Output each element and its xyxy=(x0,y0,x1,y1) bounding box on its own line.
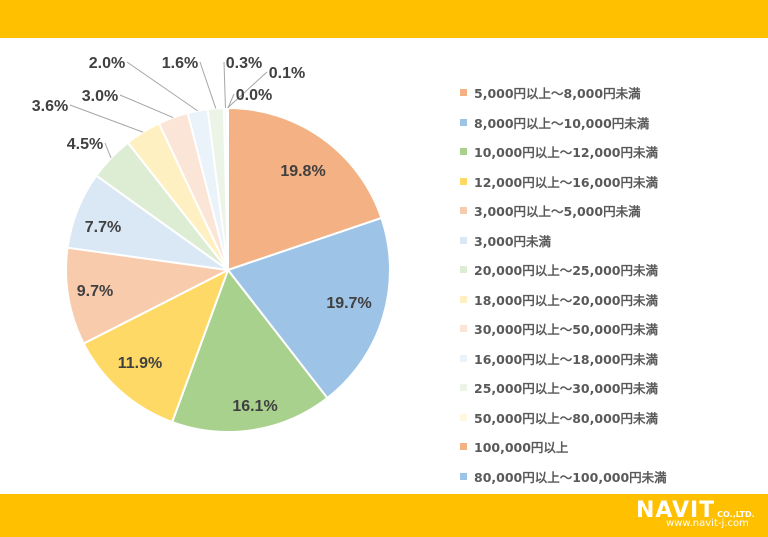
legend-label: 80,000円以上～100,000円未満 xyxy=(474,469,667,485)
leader-line xyxy=(199,61,217,109)
leader-line xyxy=(119,94,174,119)
legend-swatch xyxy=(460,89,467,97)
legend-label: 18,000円以上～20,000円未満 xyxy=(474,292,658,308)
legend-item: 25,000円以上～30,000円未満 xyxy=(460,373,667,403)
legend-swatch xyxy=(460,472,467,480)
top-banner xyxy=(0,0,768,38)
leader-line xyxy=(104,142,112,159)
pie-slice xyxy=(82,267,230,424)
data-label: 0.3% xyxy=(226,55,262,72)
legend-swatch xyxy=(460,207,467,215)
legend-swatch xyxy=(460,443,467,451)
leader-line xyxy=(223,61,226,109)
legend-label: 5,000円以上～8,000円未満 xyxy=(474,86,641,102)
logo-text: NAVIT xyxy=(636,498,716,523)
pie-slice xyxy=(226,216,391,400)
legend-label: 10,000円以上～12,000円未満 xyxy=(474,145,658,161)
legend-label: 100,000円以上 xyxy=(474,440,569,456)
legend-label: 30,000円以上～50,000円未満 xyxy=(474,322,658,338)
legend-item: 8,000円以上～10,000円未満 xyxy=(460,108,667,138)
legend-item: 18,000円以上～20,000円未満 xyxy=(460,285,667,315)
pie-slice xyxy=(170,267,329,433)
legend-label: 20,000円以上～25,000円未満 xyxy=(474,263,658,279)
data-label: 4.5% xyxy=(67,136,103,153)
legend-label: 3,000円以上～5,000円未満 xyxy=(474,204,641,220)
legend-swatch xyxy=(460,177,467,185)
legend-label: 3,000円未満 xyxy=(474,233,552,249)
legend-swatch xyxy=(460,325,467,333)
legend-label: 16,000円以上～18,000円未満 xyxy=(474,351,658,367)
data-label: 16.1% xyxy=(232,398,277,415)
legend-item: 30,000円以上～50,000円未満 xyxy=(460,314,667,344)
data-label: 2.0% xyxy=(89,55,125,72)
legend-item: 12,000円以上～16,000円未満 xyxy=(460,167,667,197)
data-label: 9.7% xyxy=(77,283,113,300)
navit-logo: NAVIT CO.,LTD. www.navit-j.com xyxy=(636,498,755,530)
legend-swatch xyxy=(460,236,467,244)
legend-label: 12,000円以上～16,000円未満 xyxy=(474,174,658,190)
leader-line xyxy=(227,93,235,109)
legend-label: 50,000円以上～80,000円未満 xyxy=(474,410,658,426)
pie-slice xyxy=(227,106,383,272)
data-label: 3.0% xyxy=(82,88,118,105)
legend-item: 5,000円以上～8,000円未満 xyxy=(460,78,667,108)
legend-swatch xyxy=(460,354,467,362)
legend-swatch xyxy=(460,148,467,156)
legend-item: 20,000円以上～25,000円未満 xyxy=(460,255,667,285)
leader-line xyxy=(126,61,198,112)
leader-line xyxy=(227,71,268,109)
legend-item: 10,000円以上～12,000円未満 xyxy=(460,137,667,167)
legend-item: 3,000円未満 xyxy=(460,226,667,256)
legend-swatch xyxy=(460,118,467,126)
data-label: 3.6% xyxy=(32,98,68,115)
pie-chart: 19.8% 19.7% 16.1% 11.9% 9.7% 7.7% 4.5% 3.6% 3.0%… xyxy=(32,55,391,433)
bottom-banner xyxy=(0,494,768,537)
legend-item: 50,000円以上～80,000円未満 xyxy=(460,403,667,433)
logo-company-suffix: CO.,LTD. xyxy=(717,510,755,519)
legend-item: 3,000円以上～5,000円未満 xyxy=(460,196,667,226)
data-label: 0.1% xyxy=(269,65,305,82)
legend-item: 80,000円以上～100,000円未満 xyxy=(460,462,667,492)
legend-item: 16,000円以上～18,000円未満 xyxy=(460,344,667,374)
legend-label: 25,000円以上～30,000円未満 xyxy=(474,381,658,397)
data-label: 19.7% xyxy=(326,295,371,312)
legend-swatch xyxy=(460,295,467,303)
logo-url: www.navit-j.com xyxy=(666,518,749,529)
data-label: 0.0% xyxy=(236,87,272,104)
legend-item: 100,000円以上 xyxy=(460,432,667,462)
data-label: 11.9% xyxy=(118,355,162,372)
leader-line xyxy=(69,104,144,133)
legend-swatch xyxy=(460,266,467,274)
chart-legend: 5,000円以上～8,000円未満 8,000円以上～10,000円未満 10,00… xyxy=(460,78,667,491)
data-label: 7.7% xyxy=(85,219,121,236)
legend-swatch xyxy=(460,384,467,392)
data-label: 1.6% xyxy=(162,55,198,72)
legend-swatch xyxy=(460,413,467,421)
pie-slice xyxy=(65,246,232,345)
legend-label: 8,000円以上～10,000円未満 xyxy=(474,115,650,131)
data-label: 19.8% xyxy=(280,163,325,180)
